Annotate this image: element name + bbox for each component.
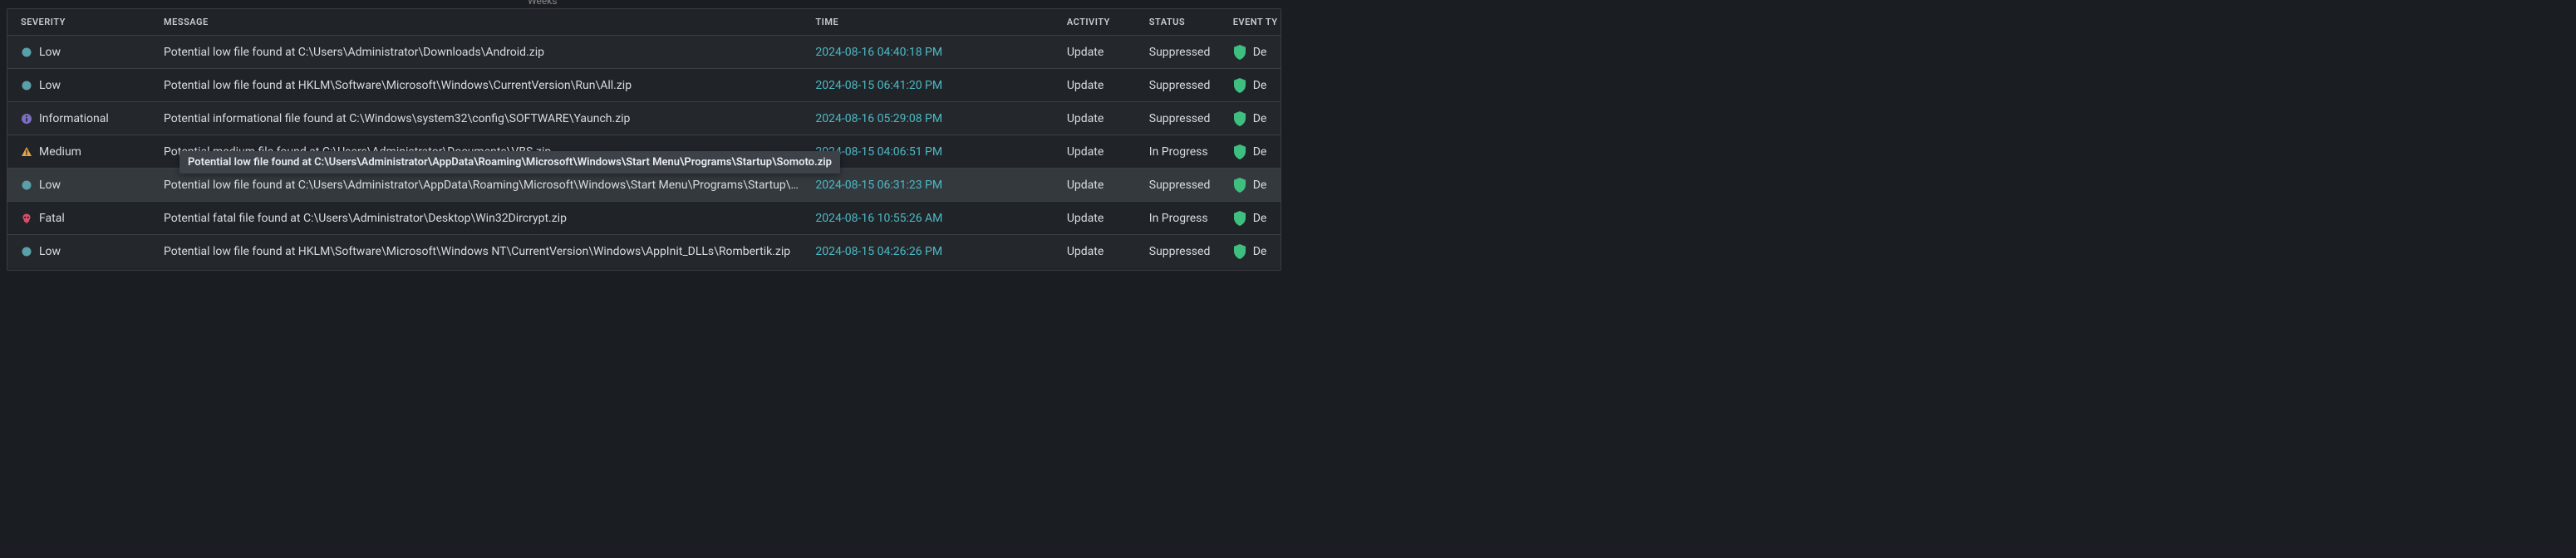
shield-icon	[1233, 78, 1246, 93]
col-header-severity[interactable]: SEVERITY	[7, 17, 157, 27]
shield-icon	[1233, 244, 1246, 259]
time-link[interactable]: 2024-08-15 06:31:23 PM	[815, 179, 942, 192]
message-tooltip: Potential low file found at C:\Users\Adm…	[179, 151, 840, 174]
event-type-label: De	[1253, 212, 1267, 225]
time-cell[interactable]: 2024-08-15 06:31:23 PM	[809, 179, 1059, 192]
severity-label: Low	[39, 179, 61, 192]
time-link[interactable]: 2024-08-16 05:29:08 PM	[815, 112, 942, 125]
shield-icon	[1233, 178, 1246, 193]
circle-icon	[21, 246, 32, 257]
message-cell: Potential low file found at HKLM\Softwar…	[157, 245, 809, 258]
status-cell: Suppressed	[1143, 46, 1227, 59]
activity-cell: Update	[1060, 46, 1143, 59]
table-header-row: SEVERITY MESSAGE TIME ACTIVITY STATUS EV…	[7, 9, 1281, 36]
table-row[interactable]: Low Potential low file found at C:\Users…	[7, 169, 1281, 202]
shield-icon	[1233, 111, 1246, 126]
event-type-label: De	[1253, 179, 1267, 192]
time-cell[interactable]: 2024-08-16 10:55:26 AM	[809, 212, 1059, 225]
message-cell: Potential low file found at HKLM\Softwar…	[157, 79, 809, 92]
event-type-cell: De	[1227, 211, 1281, 226]
severity-cell: Low	[7, 179, 157, 192]
event-type-label: De	[1253, 46, 1267, 59]
severity-label: Fatal	[39, 212, 65, 225]
circle-icon	[21, 80, 32, 91]
event-type-cell: De	[1227, 78, 1281, 93]
col-header-event-type[interactable]: EVENT TY	[1227, 17, 1281, 27]
severity-label: Low	[39, 245, 61, 258]
status-cell: In Progress	[1143, 212, 1227, 225]
severity-cell: Low	[7, 245, 157, 258]
time-cell[interactable]: 2024-08-16 04:40:18 PM	[809, 46, 1059, 59]
event-type-cell: De	[1227, 45, 1281, 60]
col-header-activity[interactable]: ACTIVITY	[1060, 17, 1143, 27]
severity-cell: Low	[7, 46, 157, 59]
weeks-label: Weeks	[528, 0, 557, 7]
event-type-label: De	[1253, 145, 1267, 159]
severity-cell: Fatal	[7, 212, 157, 225]
status-cell: Suppressed	[1143, 112, 1227, 125]
event-type-cell: De	[1227, 244, 1281, 259]
message-cell: Potential low file found at C:\Users\Adm…	[157, 179, 809, 192]
shield-icon	[1233, 144, 1246, 159]
time-cell[interactable]: 2024-08-15 04:26:26 PM	[809, 245, 1059, 258]
severity-cell: Informational	[7, 112, 157, 125]
circle-icon	[21, 46, 32, 58]
status-cell: Suppressed	[1143, 245, 1227, 258]
table-row[interactable]: Low Potential low file found at HKLM\Sof…	[7, 235, 1281, 268]
table-row[interactable]: Informational Potential informational fi…	[7, 102, 1281, 135]
status-cell: In Progress	[1143, 145, 1227, 159]
severity-label: Informational	[39, 112, 109, 125]
col-header-message[interactable]: MESSAGE	[157, 17, 809, 27]
info-icon	[21, 113, 32, 125]
tri-icon	[21, 146, 32, 158]
col-header-time[interactable]: TIME	[809, 17, 1059, 27]
status-cell: Suppressed	[1143, 179, 1227, 192]
activity-cell: Update	[1060, 145, 1143, 159]
time-link[interactable]: 2024-08-15 06:41:20 PM	[815, 79, 942, 92]
severity-label: Low	[39, 46, 61, 59]
time-link[interactable]: 2024-08-15 04:26:26 PM	[815, 245, 942, 258]
event-type-cell: De	[1227, 144, 1281, 159]
event-type-cell: De	[1227, 111, 1281, 126]
shield-icon	[1233, 211, 1246, 226]
time-link[interactable]: 2024-08-16 04:40:18 PM	[815, 46, 942, 59]
activity-cell: Update	[1060, 79, 1143, 92]
severity-label: Medium	[39, 145, 81, 159]
event-type-cell: De	[1227, 178, 1281, 193]
event-type-label: De	[1253, 112, 1267, 125]
shield-icon	[1233, 45, 1246, 60]
time-cell[interactable]: 2024-08-15 06:41:20 PM	[809, 79, 1059, 92]
severity-label: Low	[39, 79, 61, 92]
status-cell: Suppressed	[1143, 79, 1227, 92]
events-table: SEVERITY MESSAGE TIME ACTIVITY STATUS EV…	[7, 8, 1281, 271]
col-header-status[interactable]: STATUS	[1143, 17, 1227, 27]
message-cell: Potential low file found at C:\Users\Adm…	[157, 46, 809, 59]
time-cell[interactable]: 2024-08-16 05:29:08 PM	[809, 112, 1059, 125]
activity-cell: Update	[1060, 179, 1143, 192]
table-row[interactable]: Low Potential low file found at HKLM\Sof…	[7, 69, 1281, 102]
circle-icon	[21, 179, 32, 191]
time-link[interactable]: 2024-08-16 10:55:26 AM	[815, 212, 942, 225]
table-row[interactable]: Fatal Potential fatal file found at C:\U…	[7, 202, 1281, 235]
event-type-label: De	[1253, 79, 1267, 92]
severity-cell: Medium	[7, 145, 157, 159]
activity-cell: Update	[1060, 112, 1143, 125]
message-cell: Potential informational file found at C:…	[157, 112, 809, 125]
time-cell[interactable]: 2024-08-15 04:06:51 PM	[809, 145, 1059, 159]
table-row[interactable]: Low Potential low file found at C:\Users…	[7, 36, 1281, 69]
severity-cell: Low	[7, 79, 157, 92]
chart-remnant: Weeks	[0, 0, 1288, 8]
activity-cell: Update	[1060, 245, 1143, 258]
activity-cell: Update	[1060, 212, 1143, 225]
message-cell: Potential fatal file found at C:\Users\A…	[157, 212, 809, 225]
event-type-label: De	[1253, 245, 1267, 258]
skull-icon	[21, 213, 32, 224]
